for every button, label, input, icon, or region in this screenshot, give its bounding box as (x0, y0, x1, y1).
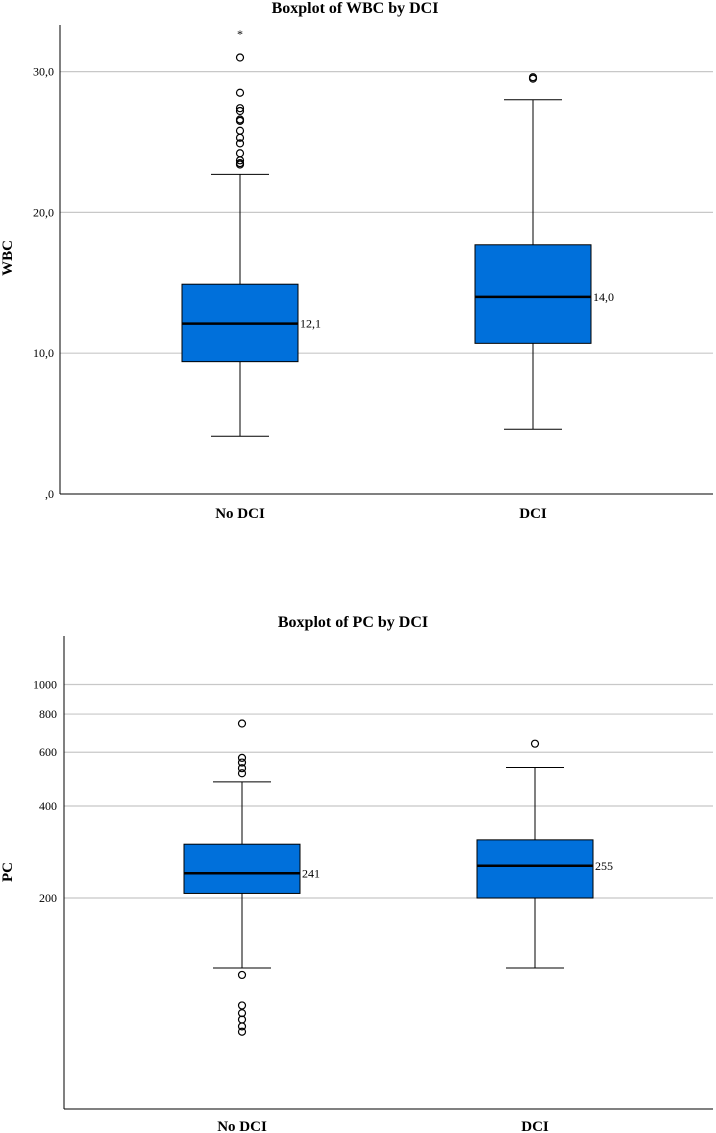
outlier-point (530, 739, 540, 748)
y-tick-label: ,0 (45, 487, 54, 501)
outlier-point (235, 115, 245, 124)
chart-title: Boxplot of PC by DCI (278, 614, 428, 631)
iqr-box (476, 839, 594, 899)
y-tick-label: 200 (39, 891, 57, 905)
x-tick-labels: No DCI DCI (217, 1119, 549, 1133)
outlier-point (235, 126, 245, 135)
median-label: 255 (595, 859, 613, 873)
y-tick-label: 20,0 (33, 205, 54, 219)
y-axis-label: PC (0, 862, 16, 882)
y-tick-label: 30,0 (33, 65, 54, 79)
outlier-point (235, 53, 245, 62)
box-no-dci: 12,1 * (181, 27, 321, 437)
y-tick-label: 800 (39, 707, 57, 721)
median-label: 14,0 (593, 290, 614, 304)
outlier-point (237, 758, 247, 767)
x-tick-label: No DCI (217, 1119, 267, 1133)
wbc-boxplot-chart: Boxplot of WBC by DCI WBC ,0 10,0 20,0 30,0… (0, 0, 713, 522)
outlier-point (237, 1001, 247, 1010)
extreme-point: * (237, 27, 243, 41)
median-label: 12,1 (300, 317, 321, 331)
outlier-point (235, 104, 245, 113)
x-tick-label: No DCI (215, 506, 265, 522)
y-axis-label: WBC (0, 240, 16, 276)
outlier-point (237, 764, 247, 773)
box-dci: 255 (476, 739, 613, 969)
x-tick-labels: No DCI DCI (215, 506, 547, 522)
outlier-point (235, 159, 245, 168)
grid-lines (64, 683, 713, 899)
y-tick-label: 600 (39, 745, 57, 759)
grid-lines (60, 70, 713, 354)
x-tick-label: DCI (521, 1119, 549, 1133)
iqr-box (474, 244, 592, 344)
outlier-point (237, 769, 247, 778)
outlier-point (237, 1027, 247, 1036)
chart-title: Boxplot of WBC by DCI (272, 0, 439, 17)
iqr-box (183, 843, 301, 894)
pc-boxplot-chart: Boxplot of PC by DCI PC 200 400 600 800 1000… (0, 614, 713, 1133)
outlier-point (235, 88, 245, 97)
outlier-point (528, 73, 538, 82)
outlier-point (237, 719, 247, 728)
outlier-point (237, 753, 247, 762)
outlier-point (237, 1022, 247, 1031)
y-tick-labels: ,0 10,0 20,0 30,0 (33, 65, 54, 501)
x-tick-label: DCI (519, 506, 547, 522)
outlier-point (235, 106, 245, 116)
boxes: 12,1 * 14,0 (181, 27, 614, 437)
outlier-point (237, 970, 247, 980)
median-label: 241 (302, 866, 320, 880)
box-dci: 14,0 (474, 73, 614, 430)
box-no-dci: 241 (183, 719, 320, 1036)
y-tick-label: 1000 (33, 677, 57, 691)
y-tick-label: 400 (39, 799, 57, 813)
boxes: 241 255 (183, 719, 613, 1036)
outlier-point (235, 139, 245, 148)
outlier-point (235, 149, 245, 158)
y-tick-labels: 200 400 600 800 1000 (33, 677, 57, 905)
y-tick-label: 10,0 (33, 346, 54, 360)
